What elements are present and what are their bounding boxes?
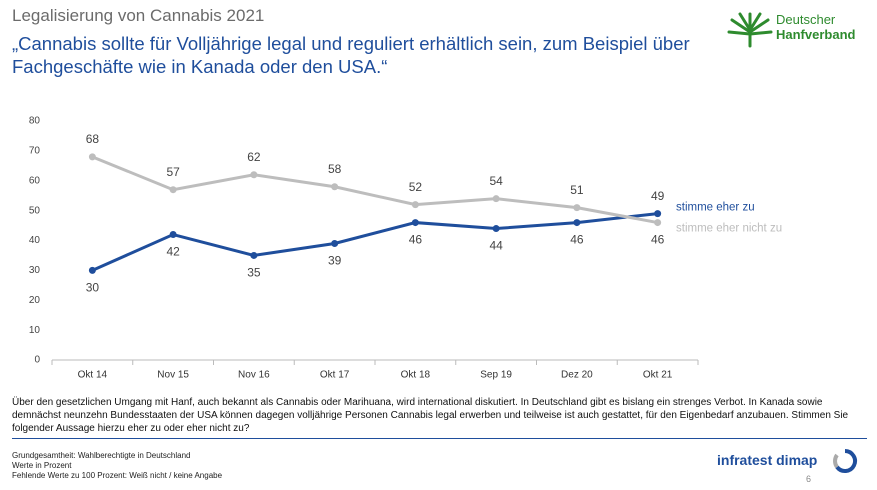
data-point: [169, 186, 177, 194]
data-label: 68: [86, 132, 100, 146]
supertitle: Legalisierung von Cannabis 2021: [12, 6, 265, 25]
data-point: [573, 219, 581, 227]
data-label: 30: [86, 281, 100, 295]
data-point: [250, 251, 258, 259]
y-tick-label: 70: [29, 146, 41, 157]
page-number: 6: [806, 474, 812, 484]
x-tick-label: Okt 17: [320, 370, 350, 381]
data-label: 54: [489, 174, 503, 188]
data-point: [492, 225, 500, 233]
data-label: 57: [166, 165, 180, 179]
data-label: 44: [489, 239, 503, 253]
x-tick-label: Nov 15: [157, 370, 189, 381]
legend-label: stimme eher zu: [676, 202, 755, 214]
data-label: 52: [409, 180, 423, 194]
data-point: [654, 210, 662, 218]
y-tick-label: 50: [29, 205, 41, 216]
divider: [12, 438, 867, 439]
data-point: [411, 219, 419, 227]
brand-icon: [833, 449, 857, 473]
data-point: [331, 239, 339, 247]
logo-leaf: [727, 12, 773, 48]
data-label: 42: [166, 245, 180, 259]
data-point: [88, 153, 96, 161]
y-tick-label: 20: [29, 295, 41, 306]
data-point: [88, 266, 96, 274]
data-label: 35: [247, 266, 261, 280]
x-tick-label: Okt 18: [401, 370, 431, 381]
footnote: Grundgesamtheit: Wahlberechtigte in Deut…: [12, 451, 191, 460]
x-tick-label: Okt 21: [643, 370, 673, 381]
data-label: 62: [247, 150, 261, 164]
data-label: 46: [651, 233, 665, 247]
x-tick-label: Sep 19: [480, 370, 512, 381]
data-point: [411, 201, 419, 209]
data-point: [169, 231, 177, 239]
x-tick-label: Nov 16: [238, 370, 270, 381]
brand: infratest dimap: [717, 452, 818, 468]
legend-label: stimme eher nicht zu: [676, 223, 782, 235]
series-line: [91, 212, 658, 272]
logo-text: Deutscher: [776, 12, 836, 27]
y-tick-label: 10: [29, 325, 41, 336]
logo-text: Hanfverband: [776, 27, 856, 42]
data-point: [492, 195, 500, 203]
footnote: Fehlende Werte zu 100 Prozent: Weiß nich…: [12, 471, 223, 480]
data-point: [573, 204, 581, 212]
y-tick-label: 60: [29, 175, 41, 186]
y-tick-label: 0: [34, 355, 40, 366]
data-point: [331, 183, 339, 191]
chart: 0 10 20 30 40 50 60 70 80 Okt 14 Nov 15 Nov 16 Okt 1…: [29, 116, 782, 381]
x-tick-label: Dez 20: [561, 370, 593, 381]
data-point: [654, 219, 662, 227]
question-text: Über den gesetzlichen Umgang mit Hanf, a…: [12, 397, 849, 434]
y-tick-label: 30: [29, 265, 41, 276]
chart-title: „Cannabis sollte für Volljährige legal u…: [12, 33, 690, 77]
footnote: Werte in Prozent: [12, 461, 72, 470]
data-label: 46: [409, 233, 423, 247]
y-tick-label: 40: [29, 235, 41, 246]
data-label: 51: [570, 183, 584, 197]
data-label: 39: [328, 254, 342, 268]
data-label: 58: [328, 162, 342, 176]
data-label: 49: [651, 189, 665, 203]
x-tick-label: Okt 14: [78, 370, 108, 381]
y-tick-label: 80: [29, 116, 41, 127]
series-line: [91, 155, 658, 225]
data-label: 46: [570, 233, 584, 247]
data-point: [250, 171, 258, 179]
